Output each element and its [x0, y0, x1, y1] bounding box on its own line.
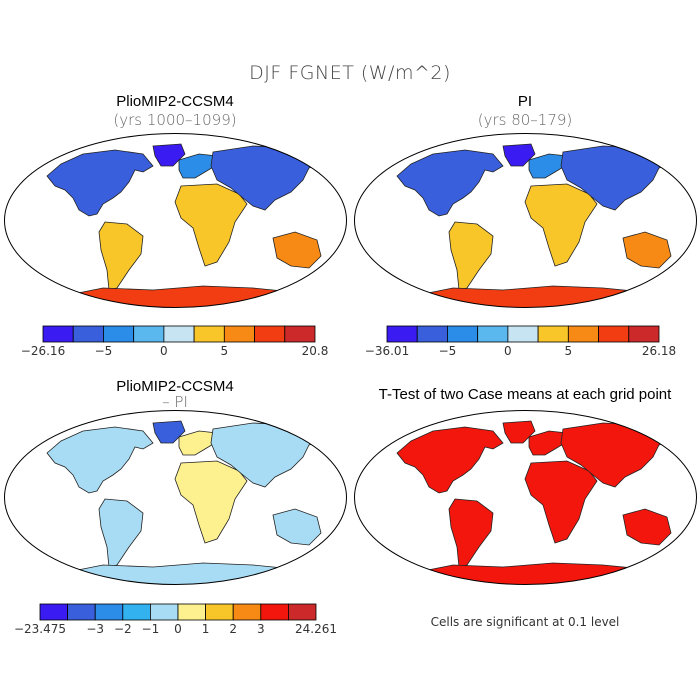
continent-africa [524, 183, 598, 267]
continent-northAmerica [396, 149, 504, 217]
continent-greenland [502, 420, 536, 444]
colorbar-swatch [163, 325, 195, 343]
continent-southAmerica [448, 221, 494, 291]
continent-northAmerica [46, 426, 154, 494]
map-border [4, 410, 347, 585]
colorbar-tick-label: 5 [220, 344, 229, 358]
continent-antarctica [411, 285, 664, 308]
continent-australia [272, 231, 322, 269]
colorbar-tick-label: −36.01 [364, 344, 410, 358]
colorbar-swatch [628, 325, 660, 343]
colorbar-swatch [254, 325, 286, 343]
panel3-title: PlioMIP2-CCSM4 [116, 378, 234, 395]
colorbar-swatch [537, 325, 569, 343]
colorbar-swatch [287, 603, 317, 621]
continent-africa [174, 460, 248, 544]
colorbar-tick-label: 26.18 [641, 344, 677, 358]
colorbar-swatch [284, 325, 316, 343]
panel3-subtitle: – PI [162, 393, 188, 411]
continent-europe [178, 153, 218, 179]
colorbar-tick-label: 0 [504, 344, 512, 358]
colorbar-pliomip2-ccsm4 [42, 325, 316, 343]
colorbar-swatch [122, 603, 151, 621]
colorbar-swatch [598, 325, 630, 343]
significance-note: Cells are significant at 0.1 level [430, 615, 620, 629]
colorbar-swatch [223, 325, 255, 343]
colorbar-swatch [260, 603, 289, 621]
colorbar-tick-label: 2 [229, 622, 238, 636]
colorbar-tick-label: 5 [564, 344, 573, 358]
colorbar-tick-label: 0 [160, 344, 168, 358]
panel4-title: T-Test of two Case means at each grid po… [378, 386, 672, 403]
continent-antarctica [411, 562, 664, 585]
colorbar-swatch [150, 603, 179, 621]
continent-antarctica [61, 285, 314, 308]
continent-europe [528, 153, 568, 179]
continent-australia [272, 508, 322, 546]
map-pi [354, 133, 697, 308]
continent-australia [622, 231, 672, 269]
colorbar-pi [386, 325, 660, 343]
map-border [354, 410, 697, 585]
colorbar-tick-label: −1 [141, 622, 160, 636]
panel1-subtitle: (yrs 1000–1099) [113, 111, 237, 129]
map-ttest [354, 410, 697, 585]
colorbar-swatch [177, 603, 207, 621]
colorbar-swatch [103, 325, 135, 343]
continent-europe [528, 430, 568, 456]
continent-southAmerica [448, 498, 494, 568]
colorbar-swatch [386, 325, 418, 343]
colorbar-swatch [205, 603, 234, 621]
continent-greenland [502, 143, 536, 167]
colorbar-difference [39, 603, 317, 621]
colorbar-tick-label: 0 [174, 622, 182, 636]
colorbar-swatch [477, 325, 509, 343]
continent-africa [524, 460, 598, 544]
colorbar-tick-label: 3 [256, 622, 265, 636]
map-difference [4, 410, 347, 585]
continent-greenland [152, 420, 186, 444]
colorbar-swatch [567, 325, 599, 343]
colorbar-swatch [193, 325, 225, 343]
colorbar-swatch [42, 325, 74, 343]
colorbar-swatch [72, 325, 104, 343]
colorbar-swatch [94, 603, 124, 621]
colorbar-swatch [133, 325, 165, 343]
continent-northAmerica [396, 426, 504, 494]
colorbar-tick-label: −5 [438, 344, 457, 358]
continent-antarctica [61, 562, 314, 585]
map-border [354, 133, 697, 308]
continent-southAmerica [98, 498, 144, 568]
colorbar-swatch [507, 325, 539, 343]
continent-europe [178, 430, 218, 456]
colorbar-tick-label: −2 [113, 622, 132, 636]
colorbar-swatch [447, 325, 479, 343]
colorbar-tick-label: −3 [86, 622, 105, 636]
continent-southAmerica [98, 221, 144, 291]
colorbar-tick-label: −26.16 [20, 344, 66, 358]
continent-africa [174, 183, 248, 267]
continent-northAmerica [46, 149, 154, 217]
colorbar-tick-label: 24.261 [295, 622, 337, 636]
map-pliomip2-ccsm4 [4, 133, 347, 308]
colorbar-swatch [39, 603, 69, 621]
figure-title: DJF FGNET (W/m^2) [249, 62, 451, 84]
colorbar-tick-label: −5 [94, 344, 113, 358]
colorbar-swatch [232, 603, 262, 621]
panel2-subtitle: (yrs 80–179) [477, 111, 573, 129]
continent-greenland [152, 143, 186, 167]
map-border [4, 133, 347, 308]
colorbar-swatch [416, 325, 448, 343]
colorbar-tick-label: 1 [201, 622, 210, 636]
colorbar-swatch [67, 603, 96, 621]
panel2-title: PI [517, 93, 533, 110]
continent-australia [622, 508, 672, 546]
colorbar-tick-label: −23.475 [13, 622, 67, 636]
panel1-title: PlioMIP2-CCSM4 [116, 93, 234, 110]
colorbar-tick-label: 20.8 [301, 344, 329, 358]
